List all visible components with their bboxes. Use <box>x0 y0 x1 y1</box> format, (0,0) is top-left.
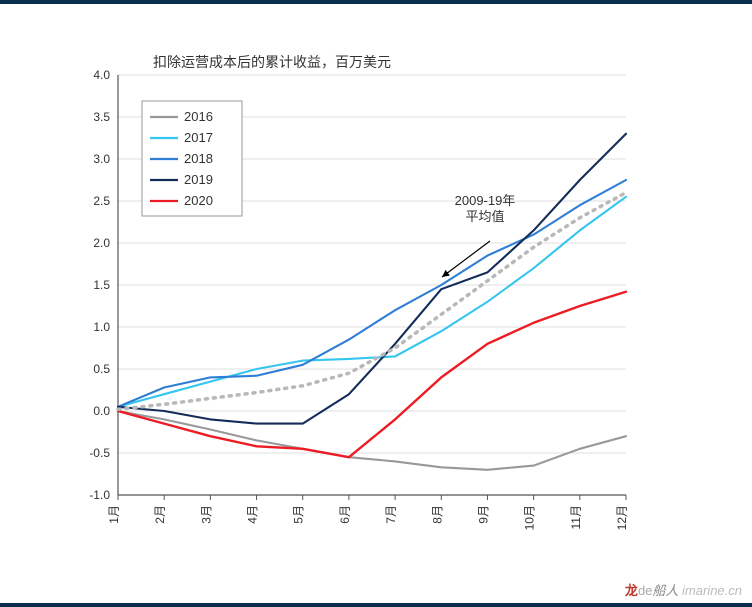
svg-text:6月: 6月 <box>338 505 352 524</box>
svg-text:5月: 5月 <box>292 505 306 524</box>
svg-text:1.0: 1.0 <box>93 320 110 334</box>
watermark-suffix: 船人 <box>652 583 678 598</box>
svg-text:4月: 4月 <box>246 505 260 524</box>
svg-text:扣除运营成本后的累计收益，百万美元: 扣除运营成本后的累计收益，百万美元 <box>153 55 391 70</box>
svg-text:8月: 8月 <box>430 505 444 524</box>
svg-text:0.5: 0.5 <box>93 362 110 376</box>
bottom-bar <box>0 603 752 607</box>
svg-text:2009-19年: 2009-19年 <box>455 193 516 208</box>
svg-text:2018: 2018 <box>184 151 213 166</box>
svg-text:12月: 12月 <box>615 505 629 530</box>
svg-text:1.5: 1.5 <box>93 278 110 292</box>
svg-text:2020: 2020 <box>184 193 213 208</box>
watermark-prefix: 龙 <box>625 583 638 598</box>
watermark-de: de <box>638 583 652 598</box>
watermark-domain: imarine.cn <box>678 583 742 598</box>
svg-text:2019: 2019 <box>184 172 213 187</box>
svg-text:-1.0: -1.0 <box>89 488 110 502</box>
svg-text:2.0: 2.0 <box>93 236 110 250</box>
svg-text:2月: 2月 <box>153 505 167 524</box>
svg-text:3月: 3月 <box>199 505 213 524</box>
svg-text:11月: 11月 <box>569 505 583 529</box>
svg-text:平均值: 平均值 <box>465 209 504 224</box>
chart: -1.0 -0.5 0.0 0.5 1.0 1.5 2.0 2.5 3.0 3.5 4.0 1月 2月 3… <box>70 55 630 545</box>
svg-text:2017: 2017 <box>184 130 213 145</box>
chart-svg: -1.0 -0.5 0.0 0.5 1.0 1.5 2.0 2.5 3.0 3.5 4.0 1月 2月 3… <box>70 55 630 545</box>
watermark: 龙de船人 imarine.cn <box>625 580 742 599</box>
svg-text:9月: 9月 <box>476 505 490 524</box>
svg-text:3.5: 3.5 <box>93 110 110 124</box>
svg-text:10月: 10月 <box>523 505 537 530</box>
svg-text:3.0: 3.0 <box>93 152 110 166</box>
svg-text:7月: 7月 <box>384 505 398 524</box>
svg-text:2.5: 2.5 <box>93 194 110 208</box>
svg-text:1月: 1月 <box>107 505 121 524</box>
svg-text:4.0: 4.0 <box>93 68 110 82</box>
svg-text:-0.5: -0.5 <box>89 446 110 460</box>
svg-text:0.0: 0.0 <box>93 404 110 418</box>
svg-text:2016: 2016 <box>184 109 213 124</box>
top-bar <box>0 0 752 4</box>
